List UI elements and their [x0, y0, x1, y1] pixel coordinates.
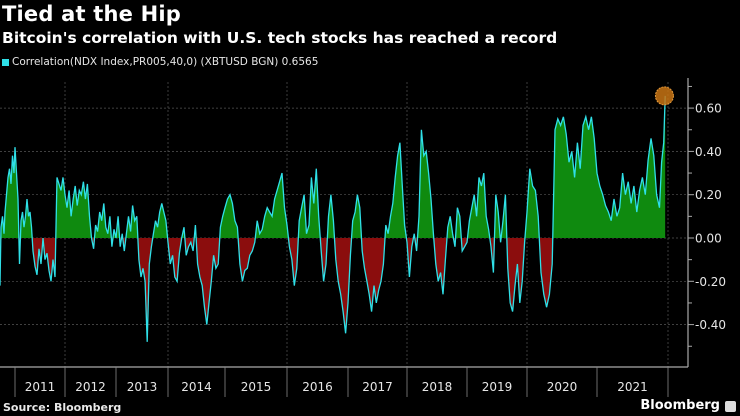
x-tick-label: 2012: [75, 380, 106, 394]
legend-label: Correlation(NDX Index,PR005,40,0) (XBTUS…: [12, 56, 319, 68]
x-tick-label: 2018: [422, 380, 453, 394]
chart-subtitle: Bitcoin's correlation with U.S. tech sto…: [2, 29, 558, 47]
y-tick-label: -0.40: [695, 318, 726, 332]
source-note: Source: Bloomberg: [3, 401, 122, 414]
y-tick-label: 0.20: [695, 188, 722, 202]
series-line: [0, 95, 666, 342]
positive-area: [0, 95, 666, 238]
bloomberg-chart-icon: [725, 401, 736, 412]
x-tick-label: 2015: [241, 380, 272, 394]
x-tick-label: 2021: [617, 380, 648, 394]
bloomberg-logo: Bloomberg: [640, 398, 720, 413]
legend-swatch: [2, 58, 9, 66]
x-tick-label: 2013: [127, 380, 158, 394]
x-tick-label: 2017: [362, 380, 393, 394]
y-tick-label: 0.60: [695, 102, 722, 116]
y-tick-label: 0.40: [695, 145, 722, 159]
chart-title: Tied at the Hip: [2, 2, 181, 26]
y-tick-label: 0.00: [695, 232, 722, 246]
x-tick-label: 2016: [302, 380, 333, 394]
highlight-marker: [654, 86, 674, 106]
y-axis: 0.60 0.40 0.20 0.00 -0.20 -0.40: [688, 85, 726, 347]
legend: Correlation(NDX Index,PR005,40,0) (XBTUS…: [2, 56, 318, 68]
y-tick-label: -0.20: [695, 275, 726, 289]
x-tick-label: 2011: [25, 380, 56, 394]
x-axis: 2011 2012 2013 2014 2015 2016 2017 2018 2019 2020…: [14, 367, 669, 397]
axes: [0, 78, 689, 368]
x-tick-label: 2019: [482, 380, 513, 394]
x-tick-label: 2014: [181, 380, 212, 394]
x-tick-label: 2020: [547, 380, 578, 394]
